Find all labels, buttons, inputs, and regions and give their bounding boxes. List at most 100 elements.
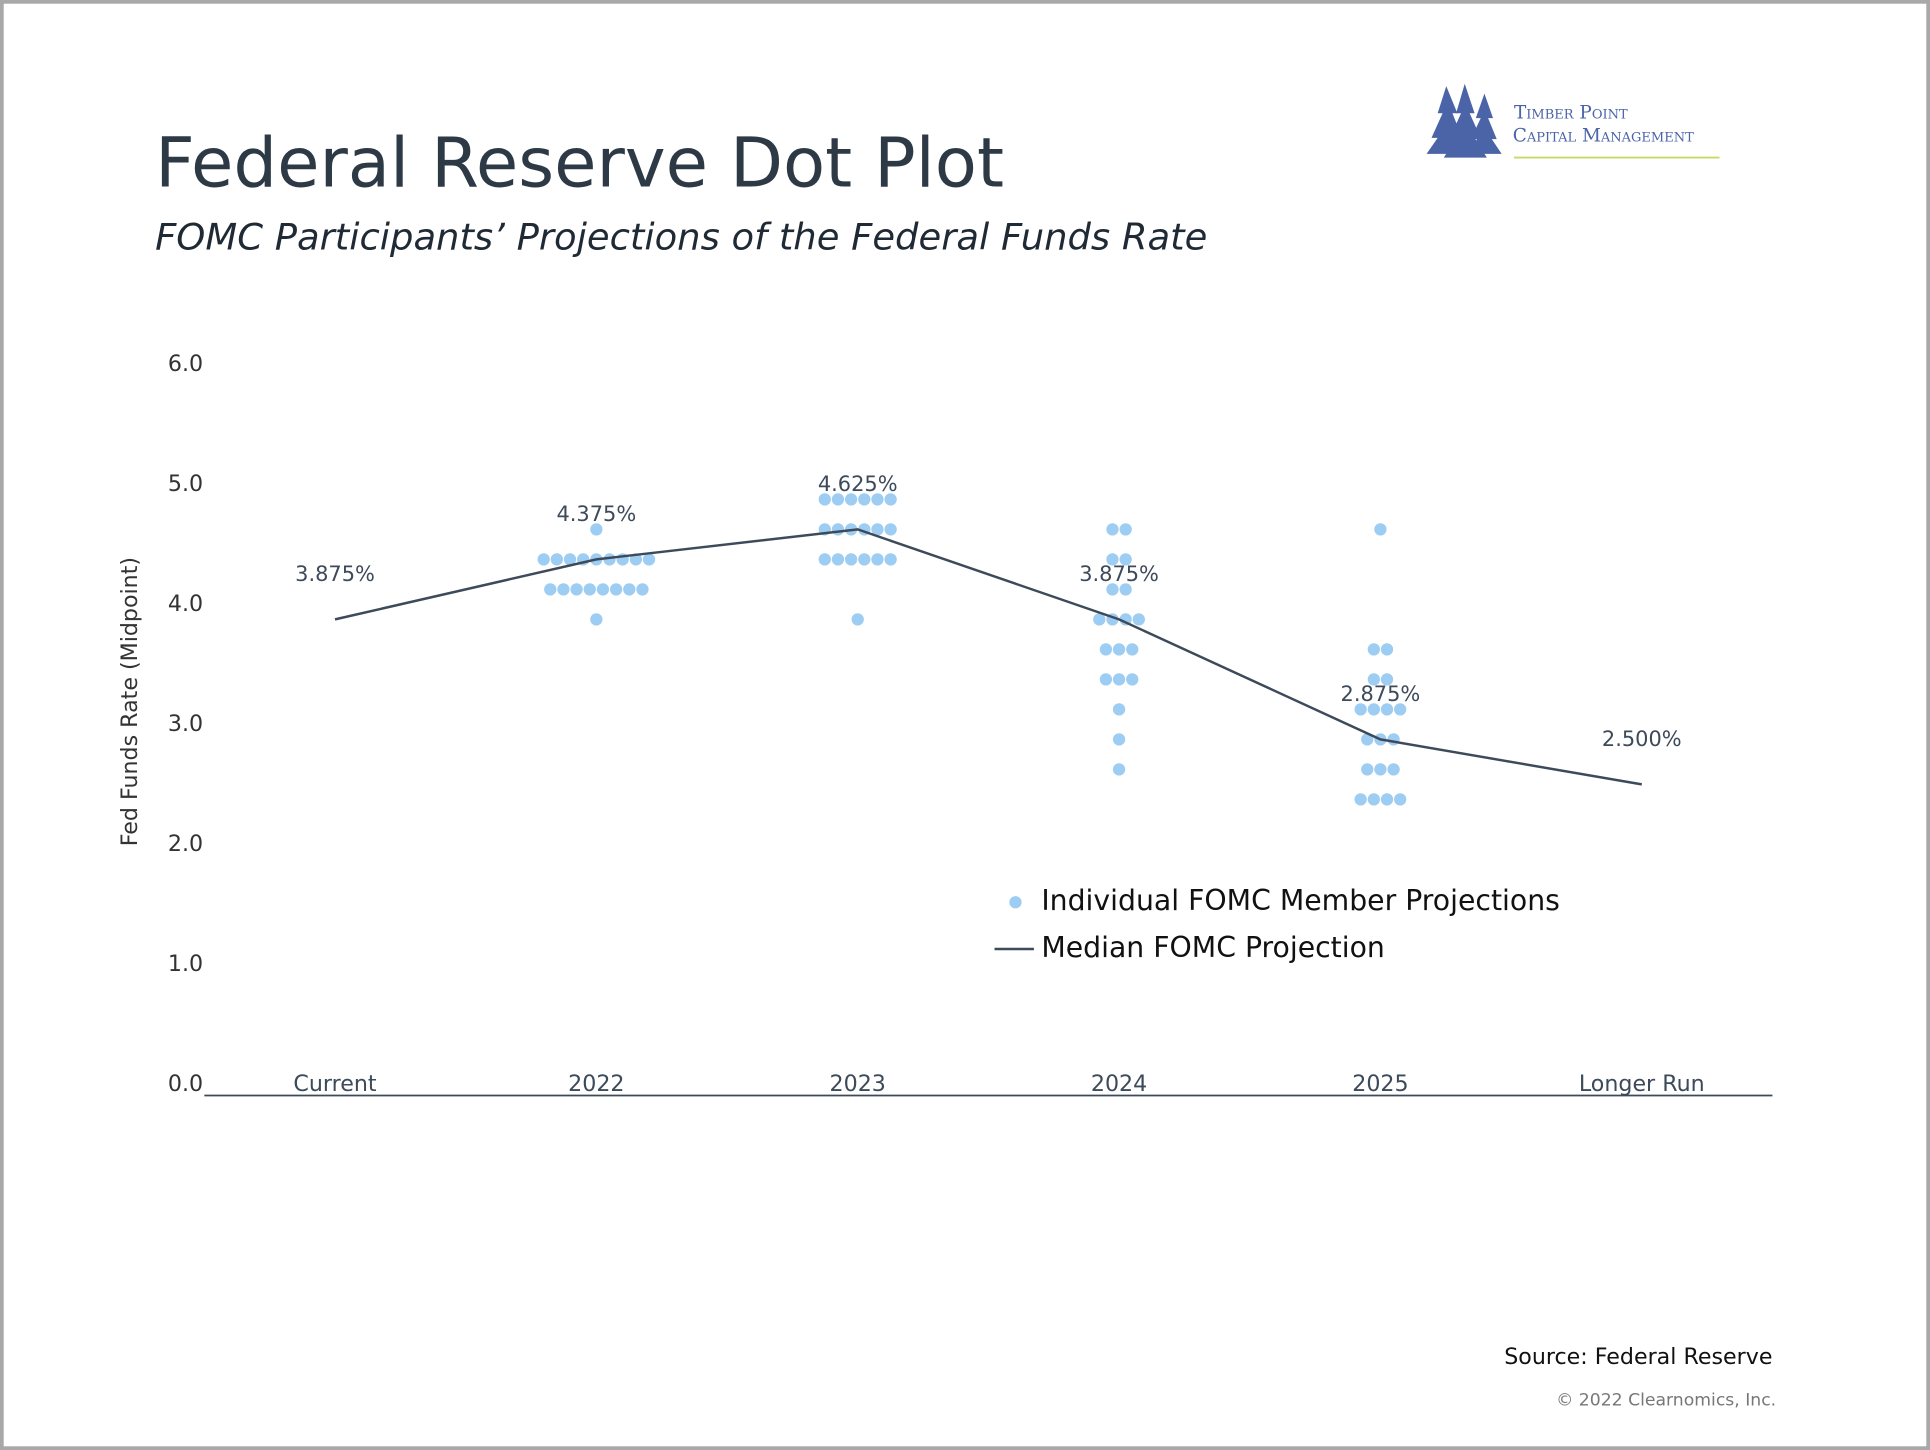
y-tick-label: 4.0 [168, 591, 203, 617]
projection-dot [1126, 673, 1139, 686]
x-tick-label: 2023 [830, 1071, 886, 1097]
projection-dot [1367, 793, 1380, 806]
projection-dot [1119, 583, 1132, 596]
chart-title: Federal Reserve Dot Plot [155, 123, 1004, 203]
legend-swatch [1009, 896, 1022, 909]
projection-dot [1354, 793, 1367, 806]
projection-dot [636, 583, 649, 596]
projection-dot [609, 583, 623, 596]
tree-icon [1443, 83, 1487, 158]
projection-dot [818, 493, 831, 506]
projection-dot [1093, 613, 1106, 626]
x-tick-label: 2025 [1352, 1071, 1408, 1097]
y-tick-label: 6.0 [168, 351, 203, 377]
projection-dot [851, 613, 864, 626]
projection-dot [884, 493, 897, 506]
projection-dot [831, 493, 845, 506]
projection-dot [596, 583, 610, 596]
value-label: 4.375% [556, 502, 636, 526]
projection-dot [583, 583, 596, 596]
y-tick-label: 3.0 [168, 711, 203, 737]
projection-dot [1374, 523, 1387, 536]
projection-dot [1099, 673, 1113, 686]
projection-dot [1380, 793, 1394, 806]
projection-dot [1112, 643, 1126, 656]
projection-dot [871, 553, 884, 566]
median-line [334, 528, 1642, 786]
projection-dot [844, 553, 858, 566]
projection-dot [1387, 733, 1400, 746]
y-tick-label: 5.0 [168, 471, 203, 497]
projection-dot [1394, 793, 1407, 806]
value-label: 4.625% [818, 472, 898, 496]
projection-dot [1119, 553, 1132, 566]
projection-dot [1132, 613, 1145, 626]
value-label: 2.500% [1602, 727, 1682, 751]
projection-dot [1367, 673, 1380, 686]
projection-dot [1354, 703, 1367, 716]
projection-dot [623, 583, 636, 596]
source: Source: Federal Reserve [1504, 1344, 1772, 1370]
projection-dot [570, 583, 583, 596]
projection-dot [1374, 763, 1387, 776]
projection-dot [1387, 763, 1400, 776]
projection-dot [831, 553, 845, 566]
projection-dot [1380, 673, 1394, 686]
projection-dot [1119, 613, 1132, 626]
projection-dot [590, 613, 603, 626]
x-tick-label: Current [293, 1071, 376, 1097]
projection-dot [550, 553, 563, 566]
projection-dot [563, 553, 577, 566]
projection-dot [871, 523, 884, 536]
projection-dot [1112, 673, 1126, 686]
projection-dot [858, 553, 871, 566]
projection-dot [844, 493, 858, 506]
projection-dot [1119, 523, 1132, 536]
projection-dot [557, 583, 570, 596]
projection-dot [1380, 643, 1394, 656]
projection-dot [1361, 763, 1374, 776]
legend-label: Median FOMC Projection [1041, 931, 1385, 964]
value-label: 3.875% [1079, 562, 1159, 586]
y-tick-label: 1.0 [168, 951, 203, 977]
projection-dot [884, 523, 897, 536]
projection-dot [1106, 553, 1119, 566]
logo: Timber Point Capital Management [1426, 83, 1720, 159]
projection-dot [537, 553, 550, 566]
chart-subtitle: FOMC Participants’ Projections of the Fe… [155, 215, 1207, 258]
value-label: 3.875% [295, 562, 375, 586]
logo-text: Timber Point [1514, 102, 1628, 123]
projection-dot [1380, 703, 1394, 716]
projection-dot [590, 523, 603, 536]
projection-dot [1112, 763, 1126, 776]
copyright: © 2022 Clearnomics, Inc. [1556, 1391, 1776, 1411]
projection-dot [1112, 703, 1126, 716]
logo-text: Capital Management [1513, 126, 1694, 147]
x-tick-label: 2024 [1091, 1071, 1147, 1097]
projection-dot [1106, 523, 1119, 536]
projection-dot [1126, 643, 1139, 656]
projection-dot [544, 583, 557, 596]
projection-dot [1361, 733, 1374, 746]
projection-dot [1112, 733, 1126, 746]
projection-dot [1099, 643, 1113, 656]
y-axis-label: Fed Funds Rate (Midpoint) [117, 557, 143, 846]
projection-dot [1367, 643, 1380, 656]
projection-dot [831, 523, 845, 536]
projection-dot [1394, 703, 1407, 716]
tree-icon [1467, 93, 1502, 154]
projection-dot [1367, 703, 1380, 716]
y-tick-label: 2.0 [168, 831, 203, 857]
projection-dot [884, 553, 897, 566]
x-tick-label: Longer Run [1579, 1071, 1705, 1097]
x-tick-label: 2022 [568, 1071, 624, 1097]
projection-dot [871, 493, 884, 506]
legend-label: Individual FOMC Member Projections [1041, 884, 1560, 917]
y-tick-label: 0.0 [168, 1071, 203, 1097]
projection-dot [642, 553, 656, 566]
projection-dot [818, 553, 831, 566]
projection-dot [1106, 583, 1119, 596]
value-label: 2.875% [1341, 682, 1421, 706]
